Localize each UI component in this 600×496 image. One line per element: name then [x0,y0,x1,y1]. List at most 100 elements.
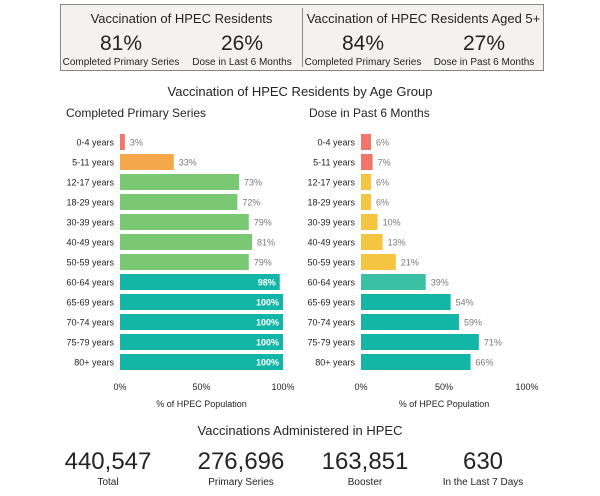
bar-primary-series [120,334,283,350]
category-label: 60-64 years [307,278,355,288]
bar-recent-dose [361,274,426,290]
stat-value-total: 440,547 [64,448,152,475]
category-label: 70-74 years [307,318,355,328]
x-tick-label: 0% [113,382,126,392]
category-label: 12-17 years [307,178,355,188]
category-label: 18-29 years [307,198,355,208]
category-label: 0-4 years [317,138,355,148]
bar-primary-series [120,314,283,330]
bar-primary-series [120,174,239,190]
bar-primary-series [120,294,283,310]
x-tick-label: 0% [354,382,367,392]
category-label: 80+ years [315,358,355,368]
data-label: 6% [376,138,389,148]
category-label: 5-11 years [72,158,114,168]
data-label: 71% [484,338,502,348]
data-label: 79% [254,218,272,228]
kpi-value-primary-series: 84% [341,32,385,55]
data-label: 13% [388,238,406,248]
category-label: 12-17 years [66,178,114,188]
category-label: 65-69 years [307,298,355,308]
bar-chart-primary-series: 0-4 years 3% 5-11 years 33% 12-17 years 73% 18… [66,134,295,409]
bar-recent-dose [361,174,371,190]
data-label: 21% [401,258,419,268]
bar-recent-dose [361,134,371,150]
admin-section-title: Vaccinations Administered in HPEC [197,423,403,438]
data-label: 10% [383,218,401,228]
bar-recent-dose [361,314,459,330]
category-label: 40-49 years [66,238,114,248]
category-label: 50-59 years [66,258,114,268]
bar-recent-dose [361,334,479,350]
category-label: 70-74 years [66,318,114,328]
kpi-title: Vaccination of HPEC Residents [90,11,273,26]
stat-value-last-7-days: 630 [462,448,504,475]
bar-primary-series [120,274,280,290]
stat-label-primary-series: Primary Series [208,477,274,488]
kpi-value-recent-dose: 27% [462,32,506,55]
bar-primary-series [120,134,125,150]
x-axis-label: % of HPEC Population [156,399,247,409]
category-label: 80+ years [74,358,114,368]
data-label: 100% [256,318,279,328]
category-label: 65-69 years [66,298,114,308]
category-label: 18-29 years [66,198,114,208]
data-label: 59% [464,318,482,328]
category-label: 0-4 years [76,138,114,148]
kpi-label-primary-series: Completed Primary Series [62,57,180,68]
bar-recent-dose [361,294,451,310]
data-label: 79% [254,258,272,268]
x-tick-label: 50% [435,382,453,392]
stat-label-total: Total [97,477,119,488]
bar-primary-series [120,354,283,370]
data-label: 7% [378,158,391,168]
stat-value-booster: 163,851 [321,448,409,475]
kpi-value-recent-dose: 26% [220,32,264,55]
x-tick-label: 50% [192,382,210,392]
kpi-group-aged-5-plus: Vaccination of HPEC Residents Aged 5+ 84… [303,5,544,70]
kpi-label-recent-dose: Dose in Last 6 Months [192,57,292,68]
x-tick-label: 100% [515,382,538,392]
stat-label-last-7-days: In the Last 7 Days [442,477,524,488]
data-label: 100% [256,358,279,368]
bar-primary-series [120,214,249,230]
data-label: 6% [376,198,389,208]
chart-title-recent-dose: Dose in Past 6 Months [309,106,430,120]
bar-recent-dose [361,214,378,230]
x-axis-label: % of HPEC Population [399,399,490,409]
kpi-title: Vaccination of HPEC Residents Aged 5+ [306,11,541,26]
data-label: 100% [256,298,279,308]
x-tick-label: 100% [271,382,294,392]
kpi-label-primary-series: Completed Primary Series [304,57,422,68]
bar-primary-series [120,234,253,250]
data-label: 6% [376,178,389,188]
category-label: 30-39 years [307,218,355,228]
data-label: 39% [431,278,449,288]
category-label: 60-64 years [66,278,114,288]
kpi-divider [302,8,303,67]
data-label: 54% [456,298,474,308]
kpi-value-primary-series: 81% [99,32,143,55]
bar-recent-dose [361,194,371,210]
data-label: 66% [476,358,494,368]
data-label: 100% [256,338,279,348]
data-label: 81% [257,238,275,248]
kpi-group-all-residents: Vaccination of HPEC Residents 81% Comple… [61,5,302,70]
bar-recent-dose [361,234,383,250]
data-label: 33% [179,158,197,168]
data-label: 98% [258,278,276,288]
category-label: 75-79 years [307,338,355,348]
category-label: 5-11 years [313,158,355,168]
chart-section-title: Vaccination of HPEC Residents by Age Gro… [167,84,433,99]
bar-chart-recent-dose: 0-4 years 6% 5-11 years 7% 12-17 years 6% 18-2… [307,134,539,409]
category-label: 30-39 years [66,218,114,228]
bar-recent-dose [361,154,373,170]
bar-recent-dose [361,354,471,370]
data-label: 72% [242,198,260,208]
data-label: 73% [244,178,262,188]
category-label: 40-49 years [307,238,355,248]
category-label: 50-59 years [307,258,355,268]
kpi-label-recent-dose: Dose in Past 6 Months [433,57,535,68]
chart-title-primary-series: Completed Primary Series [66,106,207,120]
stat-value-primary-series: 276,696 [197,448,285,475]
